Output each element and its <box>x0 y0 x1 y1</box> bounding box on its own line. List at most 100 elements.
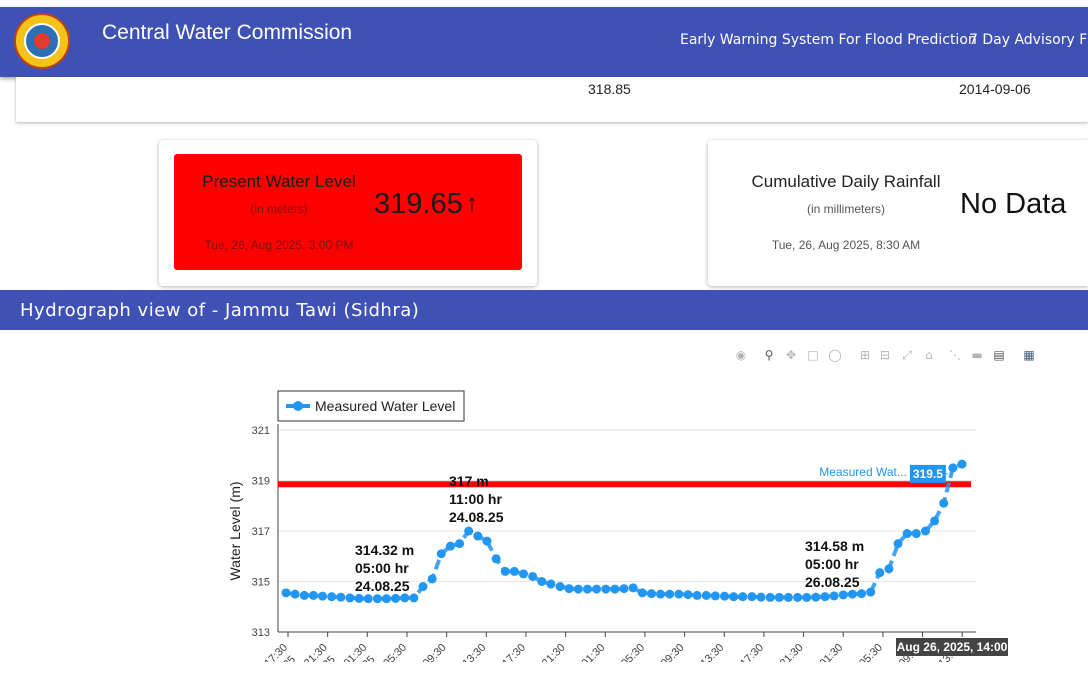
annotation-text: 11:00 hr <box>449 491 502 507</box>
spike-lines-icon[interactable]: ⋱ <box>949 348 961 362</box>
top-header: Central Water Commission Early Warning S… <box>0 7 1088 77</box>
data-point <box>774 592 784 602</box>
data-point <box>738 592 748 602</box>
water-level-unit: (in meters) <box>250 202 308 216</box>
camera-icon[interactable]: ◉ <box>735 348 747 362</box>
water-level-value: 319.65 <box>374 188 463 220</box>
data-point <box>372 594 382 604</box>
hover-value: 319.5 <box>913 467 943 481</box>
y-tick-label: 319 <box>252 476 270 488</box>
data-point <box>957 459 967 469</box>
data-point <box>509 566 519 576</box>
legend-label: Measured Water Level <box>315 398 455 414</box>
hover-x-box <box>896 638 1008 656</box>
data-point <box>683 590 693 600</box>
data-point <box>665 589 675 599</box>
zoom-in-icon[interactable]: ⊞ <box>859 348 871 362</box>
hover-closest-icon[interactable]: ▬ <box>971 348 983 362</box>
y-tick-label: 321 <box>252 425 270 437</box>
data-point <box>537 577 547 586</box>
x-tick-label: 21:30 <box>778 642 806 662</box>
annotation-text: 314.32 m <box>355 542 414 558</box>
nav-link-early-warning[interactable]: Early Warning System For Flood Predictio… <box>680 32 977 48</box>
data-point <box>628 583 638 593</box>
rainfall-timestamp: Tue, 26, Aug 2025, 8:30 AM <box>771 238 921 252</box>
hover-series-label: Measured Wat... <box>819 465 907 479</box>
reset-axes-icon[interactable]: ⌂ <box>925 348 933 362</box>
rainfall-unit: (in millimeters) <box>807 202 885 216</box>
autoscale-icon[interactable]: ⤢ <box>902 348 912 362</box>
y-tick-label: 317 <box>252 526 270 538</box>
data-point <box>391 593 401 603</box>
data-point <box>619 584 629 594</box>
data-point <box>847 589 857 599</box>
data-point <box>299 590 309 600</box>
data-point <box>911 529 921 539</box>
data-point <box>381 594 391 604</box>
x-tick-label: 09:30 <box>659 642 687 662</box>
data-point <box>701 590 711 600</box>
data-point <box>500 566 510 576</box>
y-tick-label: 315 <box>252 577 270 589</box>
data-point <box>418 582 428 592</box>
data-point <box>866 587 876 597</box>
water-level-label: Present Water Level <box>202 172 356 191</box>
data-point <box>327 592 337 602</box>
data-point <box>308 590 318 600</box>
x-tick-label: 13:30 <box>460 642 488 662</box>
zoom-out-icon[interactable]: ⊟ <box>879 348 891 362</box>
nav-link-7-day-advisory[interactable]: 7 Day Advisory Flo <box>969 32 1088 48</box>
plotly-logo-icon[interactable]: ▦ <box>1023 348 1035 362</box>
previous-level-row: 318.85 2014-09-06 <box>16 77 1088 122</box>
data-point <box>409 593 419 603</box>
hover-compare-icon[interactable]: ▤ <box>993 348 1005 362</box>
data-point <box>400 593 410 603</box>
data-point <box>318 591 328 601</box>
zoom-icon[interactable]: ⚲ <box>764 348 774 362</box>
x-tick-label: 05:30 <box>381 642 409 662</box>
data-point <box>528 571 538 581</box>
data-point <box>710 591 720 601</box>
rainfall-value: No Data <box>960 188 1067 220</box>
data-point <box>354 593 364 603</box>
x-tick-label: 09:30 <box>421 642 449 662</box>
data-point <box>290 589 300 599</box>
data-point <box>363 594 373 604</box>
hover-value-box <box>909 464 946 483</box>
data-point <box>857 589 867 599</box>
data-point <box>756 592 766 602</box>
water-level-card: Present Water Level (in meters) Tue, 26,… <box>159 140 537 286</box>
box-select-icon[interactable]: □ <box>807 348 819 362</box>
data-point <box>948 463 958 473</box>
data-point <box>646 589 656 599</box>
chart-svg: 313 315 317 319 321 Water Level (m) 17:30 21:30… <box>227 390 1008 671</box>
hydrograph-chart[interactable]: ◉ ⚲ ✥ □ ◯ ⊞ ⊟ ⤢ ⌂ ⋱ ▬ ▤ ▦ 313 315 317 319 32… <box>206 340 1042 671</box>
lasso-icon[interactable]: ◯ <box>828 348 842 362</box>
y-axis-title: Water Level (m) <box>227 481 243 580</box>
data-point <box>519 569 529 579</box>
data-point <box>783 592 793 602</box>
data-point <box>802 592 812 602</box>
data-point <box>729 592 739 602</box>
up-arrow-icon: ↑ <box>466 190 478 217</box>
x-tick-label: 05:30 <box>619 642 647 662</box>
cwc-logo[interactable] <box>14 13 70 69</box>
annotation-text: 24.08.25 <box>449 509 504 525</box>
data-point <box>582 584 592 594</box>
data-point <box>674 589 684 599</box>
x-tick-label: 01:30 <box>579 642 607 662</box>
annotation-text: 314.58 m <box>805 538 864 554</box>
data-point <box>546 579 556 589</box>
logo-emblem-dot <box>34 33 50 49</box>
data-point <box>482 536 492 546</box>
data-point <box>719 591 729 601</box>
data-point <box>464 526 474 536</box>
x-tick-label: 17:30 <box>738 642 766 662</box>
data-point <box>793 592 803 602</box>
data-point <box>592 584 602 594</box>
data-point <box>747 592 757 602</box>
site-title[interactable]: Central Water Commission <box>102 21 353 44</box>
x-tick-label: 01:30 <box>817 642 845 662</box>
previous-level-value: 318.85 <box>588 81 631 97</box>
pan-icon[interactable]: ✥ <box>785 348 797 362</box>
